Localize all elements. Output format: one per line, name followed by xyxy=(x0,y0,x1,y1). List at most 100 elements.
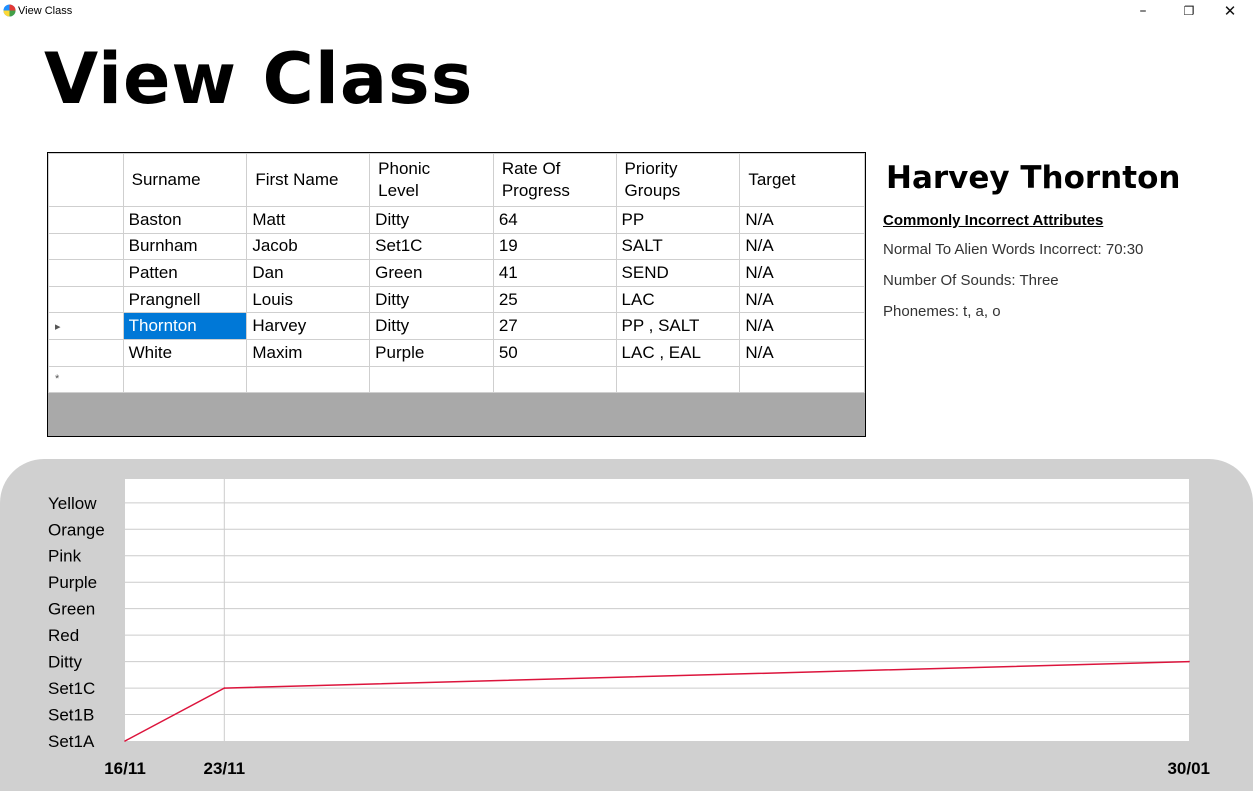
y-tick-label: Set1C xyxy=(48,679,95,698)
cell-priority-groups[interactable]: LAC , EAL xyxy=(615,338,741,367)
progress-chart-panel: Set1A Set1B Set1C Ditty Red Green Purple Pink Or… xyxy=(0,459,1253,791)
row-header[interactable] xyxy=(48,259,124,287)
new-cell-rate-of-progress[interactable] xyxy=(492,365,617,394)
cell-rate-of-progress[interactable]: 27 xyxy=(492,312,617,340)
chart-plot-area xyxy=(125,479,1189,741)
table-row[interactable]: Baston Matt Ditty 64 PP N/A xyxy=(48,206,865,234)
cell-surname[interactable]: Burnham xyxy=(122,232,248,261)
cell-priority-groups[interactable]: SALT xyxy=(615,232,741,261)
attribute-phonemes: Phonemes: t, a, o xyxy=(883,303,1001,320)
new-cell-phonic-level[interactable] xyxy=(369,365,494,394)
incorrect-attributes-heading: Commonly Incorrect Attributes xyxy=(883,212,1104,229)
series-point xyxy=(223,687,226,689)
restore-button[interactable]: ❐ xyxy=(1166,0,1212,22)
cell-target[interactable]: N/A xyxy=(739,338,865,367)
minimize-button[interactable]: – xyxy=(1120,0,1166,22)
class-table: Surname First Name Phonic Level Rate Of … xyxy=(48,153,865,394)
new-cell-target[interactable] xyxy=(739,365,865,394)
close-button[interactable]: ✕ xyxy=(1207,0,1253,22)
series-point xyxy=(124,740,126,742)
table-row[interactable]: White Maxim Purple 50 LAC , EAL N/A xyxy=(48,338,865,367)
cell-target[interactable]: N/A xyxy=(739,232,865,261)
y-tick-label: Pink xyxy=(48,547,82,566)
cell-rate-of-progress[interactable]: 25 xyxy=(492,285,617,314)
cell-surname-selected[interactable]: Thornton xyxy=(122,312,248,340)
table-row[interactable]: Prangnell Louis Ditty 25 LAC N/A xyxy=(48,285,865,314)
cell-priority-groups[interactable]: SEND xyxy=(615,259,741,287)
x-tick-label: 23/11 xyxy=(204,759,246,778)
cell-target[interactable]: N/A xyxy=(739,285,865,314)
y-tick-label: Green xyxy=(48,600,95,619)
cell-phonic-level[interactable]: Purple xyxy=(369,338,494,367)
cell-rate-of-progress[interactable]: 19 xyxy=(492,232,617,261)
series-point xyxy=(1188,660,1190,663)
column-header-rate-of-progress[interactable]: Rate Of Progress xyxy=(492,153,617,207)
app-logo-icon xyxy=(3,4,16,17)
y-tick-label: Ditty xyxy=(48,653,83,672)
row-header[interactable] xyxy=(48,338,124,367)
window-title: View Class xyxy=(18,5,73,17)
column-header-first-name[interactable]: First Name xyxy=(246,153,371,207)
y-tick-label: Purple xyxy=(48,573,97,592)
cell-first-name[interactable]: Jacob xyxy=(246,232,371,261)
title-bar: View Class – ❐ ✕ xyxy=(0,0,1253,22)
row-header[interactable] xyxy=(48,285,124,314)
column-header-priority-groups-label: Priority Groups xyxy=(624,159,681,200)
cell-rate-of-progress[interactable]: 64 xyxy=(492,206,617,234)
cell-first-name[interactable]: Harvey xyxy=(246,312,371,340)
cell-surname[interactable]: Prangnell xyxy=(122,285,248,314)
minimize-icon: – xyxy=(1139,3,1147,19)
new-cell-first-name[interactable] xyxy=(246,365,371,394)
class-data-grid[interactable]: Surname First Name Phonic Level Rate Of … xyxy=(47,152,866,437)
cell-phonic-level[interactable]: Ditty xyxy=(369,285,494,314)
cell-surname[interactable]: Baston xyxy=(122,206,248,234)
column-header-rate-of-progress-label: Rate Of Progress xyxy=(501,159,570,200)
table-row[interactable]: Burnham Jacob Set1C 19 SALT N/A xyxy=(48,232,865,261)
column-header-target[interactable]: Target xyxy=(739,153,865,207)
y-tick-label: Red xyxy=(48,626,79,645)
cell-priority-groups[interactable]: LAC xyxy=(615,285,741,314)
table-header-row: Surname First Name Phonic Level Rate Of … xyxy=(48,153,865,207)
page-title: View Class xyxy=(44,38,474,120)
cell-first-name[interactable]: Louis xyxy=(246,285,371,314)
new-cell-priority-groups[interactable] xyxy=(615,365,741,394)
new-row[interactable]: * xyxy=(48,365,865,394)
row-header[interactable] xyxy=(48,206,124,234)
cell-phonic-level[interactable]: Green xyxy=(369,259,494,287)
cell-surname[interactable]: White xyxy=(122,338,248,367)
new-row-icon[interactable]: * xyxy=(48,365,124,394)
attribute-number-of-sounds: Number Of Sounds: Three xyxy=(883,272,1059,289)
restore-icon: ❐ xyxy=(1183,4,1195,18)
cell-phonic-level[interactable]: Set1C xyxy=(369,232,494,261)
y-tick-label: Set1A xyxy=(48,732,95,751)
row-header-corner[interactable] xyxy=(48,153,124,207)
cell-first-name[interactable]: Maxim xyxy=(246,338,371,367)
cell-surname[interactable]: Patten xyxy=(122,259,248,287)
new-cell-surname[interactable] xyxy=(122,365,248,394)
cell-priority-groups[interactable]: PP xyxy=(615,206,741,234)
table-row-current[interactable]: ▸ Thornton Harvey Ditty 27 PP , SALT N/A xyxy=(48,312,865,340)
cell-first-name[interactable]: Matt xyxy=(246,206,371,234)
cell-rate-of-progress[interactable]: 41 xyxy=(492,259,617,287)
cell-target[interactable]: N/A xyxy=(739,312,865,340)
cell-target[interactable]: N/A xyxy=(739,206,865,234)
x-tick-label: 30/01 xyxy=(1167,759,1210,778)
column-header-surname[interactable]: Surname xyxy=(122,153,248,207)
student-name-heading: Harvey Thornton xyxy=(886,160,1181,196)
cell-phonic-level[interactable]: Ditty xyxy=(369,206,494,234)
cell-phonic-level[interactable]: Ditty xyxy=(369,312,494,340)
cell-priority-groups[interactable]: PP , SALT xyxy=(615,312,741,340)
column-header-phonic-level[interactable]: Phonic Level xyxy=(369,153,494,207)
y-tick-label: Orange xyxy=(48,520,105,539)
table-row[interactable]: Patten Dan Green 41 SEND N/A xyxy=(48,259,865,287)
x-tick-label: 16/11 xyxy=(104,759,146,778)
progress-chart: Set1A Set1B Set1C Ditty Red Green Purple Pink Or… xyxy=(48,479,1210,778)
column-header-phonic-level-label: Phonic Level xyxy=(378,159,431,200)
cell-target[interactable]: N/A xyxy=(739,259,865,287)
column-header-priority-groups[interactable]: Priority Groups xyxy=(615,153,741,207)
y-tick-label: Yellow xyxy=(48,494,97,513)
current-row-indicator-icon[interactable]: ▸ xyxy=(48,312,124,340)
cell-rate-of-progress[interactable]: 50 xyxy=(492,338,617,367)
cell-first-name[interactable]: Dan xyxy=(246,259,371,287)
row-header[interactable] xyxy=(48,232,124,261)
